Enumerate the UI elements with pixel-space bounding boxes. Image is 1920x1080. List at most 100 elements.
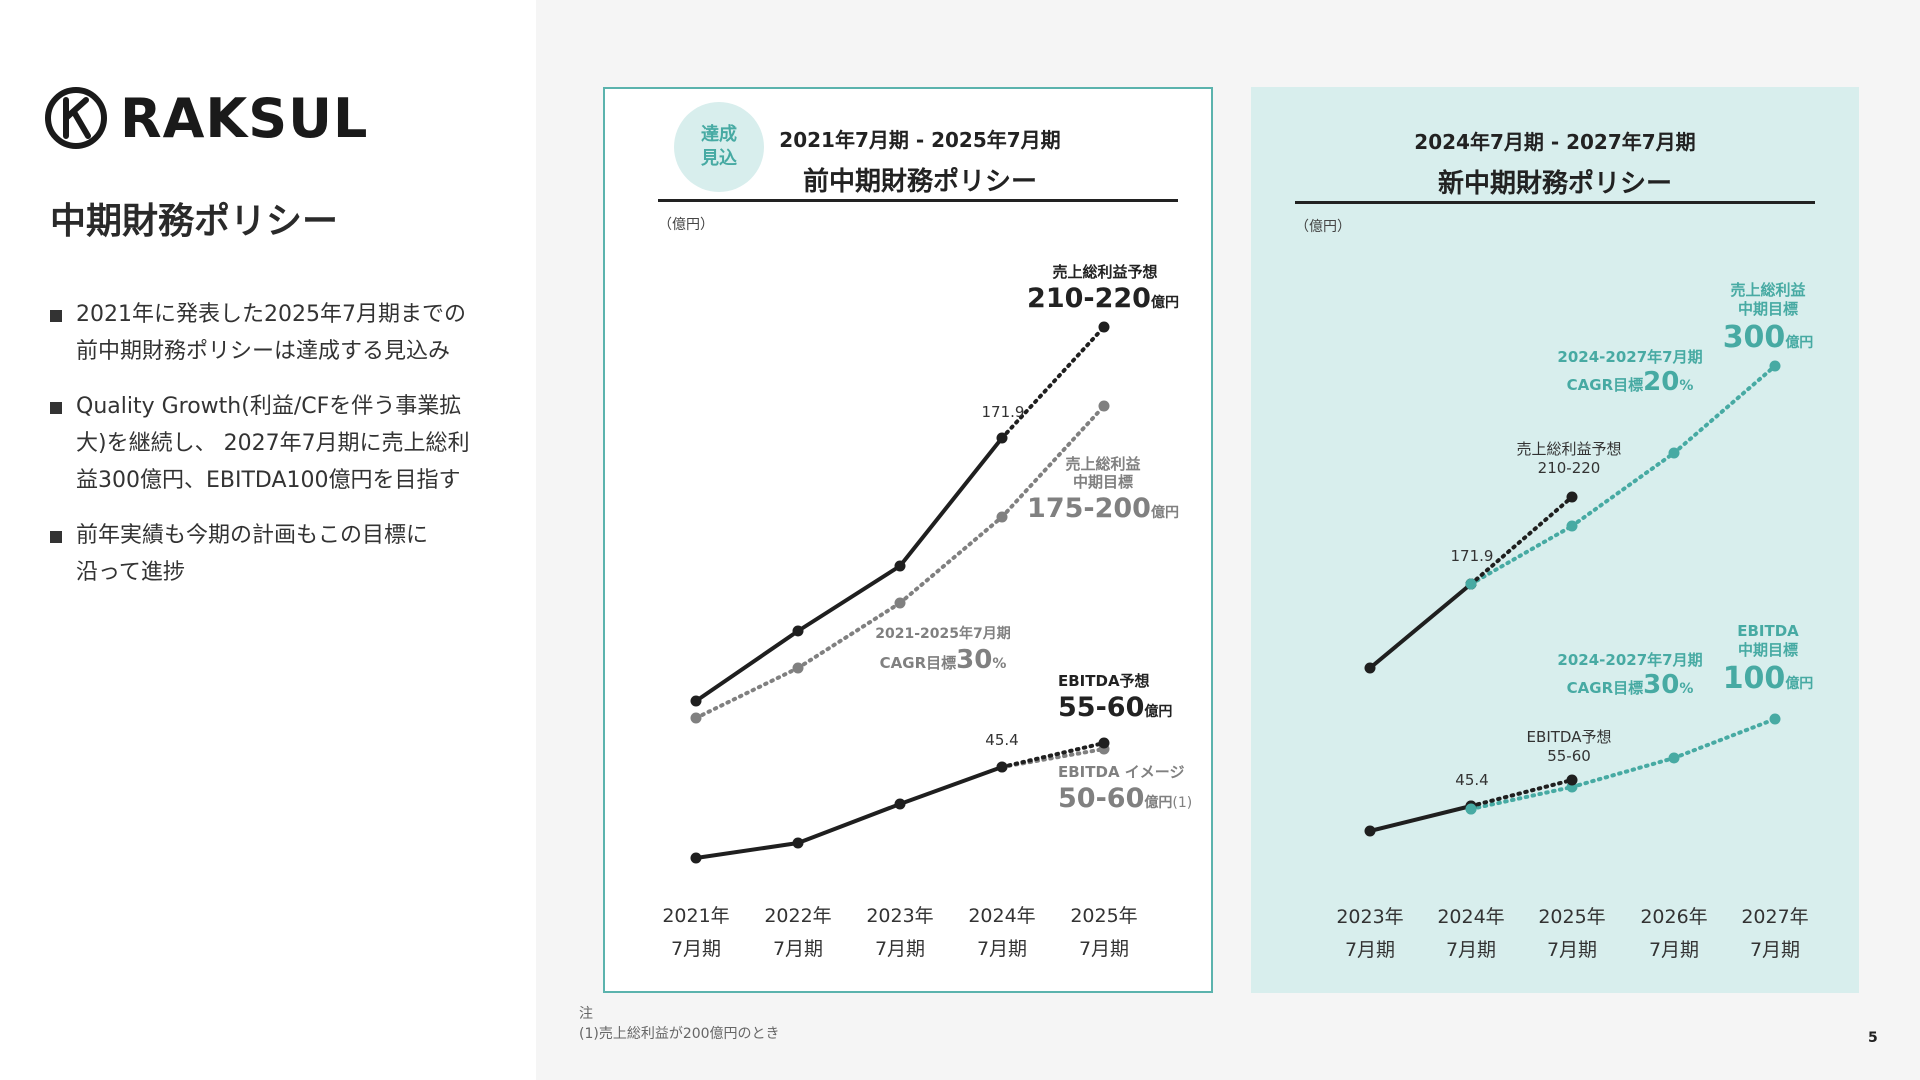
new-ebitda-target-value: 100億円 (1723, 661, 1814, 696)
old-gp-target-line (1000, 404, 1106, 519)
old-gp-point (792, 625, 804, 637)
new-ebitda-cagr-value: CAGR目標30% (1567, 670, 1694, 700)
new-gp-actual-label: 171.9 (1451, 547, 1494, 565)
old-gp-target-value: 175-200億円 (1027, 493, 1179, 524)
new-gp-target-line (1672, 364, 1777, 455)
new-ebitda-forecast-label: EBITDA予想 (1527, 728, 1612, 746)
new-gp-target-start-point (1465, 578, 1477, 590)
new-gp-target-point (1668, 447, 1680, 459)
new-gp-forecast-line (1469, 495, 1574, 586)
new-gp-target-label2: 中期目標 (1738, 300, 1798, 318)
new-panel-heading: 2024年7月期 - 2027年7月期 新中期財務ポリシー (1405, 126, 1705, 200)
new-ebitda-actual-point (1364, 825, 1376, 837)
old-gp-target-point (1098, 400, 1110, 412)
old-gp-target-point (894, 597, 906, 609)
new-ebitda-target-point (1769, 713, 1781, 725)
old-gp-line (796, 564, 902, 633)
old-ebitda-point (792, 837, 804, 849)
old-gp-actual-label: 171.9 (982, 403, 1025, 421)
new-ebitda-target-point (1668, 752, 1680, 764)
new-ebitda-target-label1: EBITDA (1737, 622, 1799, 640)
old-gp-point (690, 695, 702, 707)
page-title: 中期財務ポリシー (50, 201, 339, 242)
new-panel-period: 2024年7月期 - 2027年7月期 (1414, 130, 1696, 154)
new-gp-target-line (1570, 451, 1676, 528)
new-x-tick-month: 7月期 (1345, 939, 1395, 961)
bullet-item: 2021年に発表した2025年7月期までの 前中期財務ポリシーは達成する見込み (50, 296, 510, 370)
old-ebitda-point (894, 798, 906, 810)
new-panel-unit: （億円） (1295, 219, 1351, 235)
new-ebitda-cagr-period: 2024-2027年7月期 (1557, 651, 1702, 669)
old-ebitda-line (898, 765, 1004, 806)
old-ebitda-point (996, 761, 1008, 773)
old-gp-point (1098, 321, 1110, 333)
old-panel-unit: （億円） (658, 217, 714, 233)
old-x-tick-month: 7月期 (977, 938, 1027, 960)
new-gp-forecast-point (1566, 491, 1578, 503)
old-gp-target-label1: 売上総利益 (1065, 455, 1140, 473)
new-gp-target-value: 300億円 (1723, 320, 1814, 355)
new-ebitda-actual-line (1368, 804, 1473, 833)
old-x-tick-year: 2025年 (1070, 905, 1137, 927)
brand-name: RAKSUL (120, 86, 369, 150)
new-x-tick-year: 2025年 (1538, 906, 1605, 928)
new-gp-cagr-value: CAGR目標20% (1567, 367, 1694, 397)
new-gp-target-point (1769, 360, 1781, 372)
old-gp-point (996, 432, 1008, 444)
raksul-logo-mark-icon (45, 87, 107, 149)
old-ebitda-forecast-label: EBITDA予想 (1058, 672, 1150, 690)
old-panel-heading: 2021年7月期 - 2025年7月期 前中期財務ポリシー (770, 124, 1070, 198)
old-panel-title: 前中期財務ポリシー (802, 167, 1037, 197)
old-x-tick-month: 7月期 (671, 938, 721, 960)
old-policy-panel (603, 87, 1213, 993)
new-ebitda-forecast-value: 55-60 (1547, 747, 1591, 765)
new-x-tick-year: 2024年 (1437, 906, 1504, 928)
old-ebitda-line (1000, 741, 1106, 769)
old-ebitda-image-label: EBITDA イメージ (1058, 763, 1184, 781)
old-gp-forecast-label: 売上総利益予想 (1052, 263, 1157, 281)
bullet-text: Quality Growth(利益/CFを伴う事業拡 大)を継続し、 2027年… (76, 394, 470, 493)
new-gp-forecast-label: 売上総利益予想 (1516, 440, 1621, 458)
old-x-tick-month: 7月期 (773, 938, 823, 960)
new-ebitda-target-label2: 中期目標 (1738, 641, 1798, 659)
old-gp-target-line (694, 666, 800, 720)
old-gp-target-point (792, 662, 804, 674)
old-panel-rule (658, 199, 1178, 202)
new-ebitda-actual-label: 45.4 (1455, 771, 1488, 789)
old-ebitda-point (690, 852, 702, 864)
bullet-text: 2021年に発表した2025年7月期までの 前中期財務ポリシーは達成する見込み (76, 302, 466, 364)
old-x-tick-year: 2024年 (968, 905, 1035, 927)
old-x-tick-year: 2021年 (662, 905, 729, 927)
left-pane: RAKSUL 中期財務ポリシー 2021年に発表した2025年7月期までの 前中… (0, 0, 536, 1080)
footnote: 注 (1)売上総利益が200億円のとき (579, 1006, 780, 1042)
old-panel-period: 2021年7月期 - 2025年7月期 (779, 128, 1061, 152)
new-panel-title: 新中期財務ポリシー (1437, 169, 1672, 199)
old-ebitda-image-value: 50-60億円(1) (1058, 783, 1192, 814)
new-x-tick-month: 7月期 (1547, 939, 1597, 961)
old-x-tick-year: 2023年 (866, 905, 933, 927)
new-ebitda-forecast-line (1469, 778, 1574, 808)
old-ebitda-line (694, 841, 800, 860)
old-x-tick-month: 7月期 (875, 938, 925, 960)
old-ebitda-actual-label: 45.4 (985, 731, 1018, 749)
old-gp-target-point (690, 712, 702, 724)
new-ebitda-forecast-point (1566, 774, 1578, 786)
new-policy-panel (1251, 87, 1859, 993)
raksul-logo: RAKSUL (44, 86, 368, 150)
achievement-badge: 達成 見込 (674, 102, 764, 192)
new-ebitda-target-line (1672, 717, 1777, 760)
new-gp-actual-point (1364, 662, 1376, 674)
old-gp-line (898, 436, 1004, 568)
old-x-tick-month: 7月期 (1079, 938, 1129, 960)
bullet-item: 前年実績も今期の計画もこの目標に 沿って進捗 (50, 517, 510, 591)
new-x-tick-month: 7月期 (1750, 939, 1800, 961)
old-cagr-period: 2021-2025年7月期 (875, 625, 1010, 642)
old-gp-target-point (996, 511, 1008, 523)
bullet-item: Quality Growth(利益/CFを伴う事業拡 大)を継続し、 2027年… (50, 388, 510, 499)
old-ebitda-point (1098, 737, 1110, 749)
new-x-tick-month: 7月期 (1649, 939, 1699, 961)
new-x-tick-year: 2026年 (1640, 906, 1707, 928)
old-gp-line (1000, 325, 1106, 440)
old-ebitda-line (796, 802, 902, 845)
